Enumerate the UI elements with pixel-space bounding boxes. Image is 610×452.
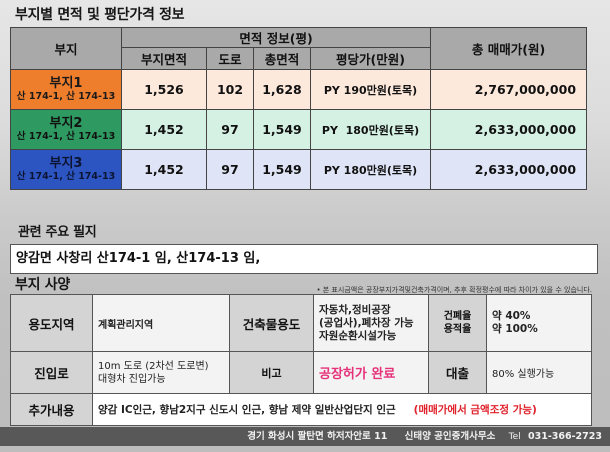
spec-table: 용도지역 계획관리지역 건축물용도 자동차,정비공장 (공업사),폐차장 가능 …	[10, 294, 592, 426]
table-row: 부지3 산 174-1, 산 174-13 1,452 97 1,549 PY …	[10, 149, 588, 190]
price-footnote: • 본 표시금액은 공장부지가격및건축가격이며, 추후 확정평수에 따라 차이가…	[316, 286, 592, 294]
floor-area-ratio-value: 약 100%	[492, 323, 538, 335]
site-area-value: 1,526	[121, 69, 207, 110]
related-parcels-value: 양감면 사창리 산174-1 임, 산174-13 임,	[10, 244, 598, 274]
related-parcels-title: 관련 주요 필지	[18, 225, 97, 240]
parcel-cell: 부지1 산 174-1, 산 174-13	[10, 69, 122, 110]
total-area-value: 1,628	[253, 69, 311, 110]
area-price-table: 부지 면적 정보(평) 총 매매가(원) 부지면적 도로 총면적 평당가(만원)…	[10, 27, 588, 190]
parcel-name: 부지3	[49, 156, 83, 171]
remarks-label: 비고	[229, 351, 314, 394]
parcel-name: 부지2	[49, 116, 83, 131]
road-value: 102	[206, 69, 254, 110]
area-section-title: 부지별 면적 및 평단가격 정보	[15, 7, 185, 23]
road-value: 97	[206, 109, 254, 150]
header-price-per-pyeong: 평당가(만원)	[309, 47, 432, 70]
header-total-price: 총 매매가(원)	[430, 27, 588, 70]
total-area-value: 1,549	[253, 149, 311, 190]
footer-tel-label: Tel	[508, 432, 521, 442]
spec-row: 용도지역 계획관리지역 건축물용도 자동차,정비공장 (공업사),폐차장 가능 …	[10, 294, 592, 352]
parcel-lots: 산 174-1, 산 174-13	[16, 91, 116, 102]
access-road-label: 진입로	[10, 351, 93, 394]
loan-value: 80% 실행가능	[486, 351, 592, 394]
table-row: 부지2 산 174-1, 산 174-13 1,452 97 1,549 PY …	[10, 109, 588, 150]
access-road-value: 10m 도로 (2차선 도로변) 대형차 진입가능	[92, 351, 230, 394]
loan-label: 대출	[428, 351, 487, 394]
total-area-value: 1,549	[253, 109, 311, 150]
price-per-pyeong-value: PY 190만원(토목)	[309, 69, 432, 110]
building-use-value: 자동차,정비공장 (공업사),폐차장 가능 자원순환시설가능	[313, 294, 429, 352]
spec-section-title: 부지 사양	[15, 277, 70, 293]
footer-tel: 031-366-2723	[528, 431, 602, 442]
header-site-area: 부지면적	[121, 47, 207, 70]
access-road-line: 대형차 진입가능	[98, 373, 166, 385]
total-price-value: 2,633,000,000	[430, 109, 588, 150]
access-road-line: 10m 도로 (2차선 도로변)	[98, 360, 209, 372]
header-total-area: 총면적	[253, 47, 311, 70]
footer-address: 경기 화성시 팔탄면 하저자안로 11	[247, 431, 388, 442]
ratio-labels: 건폐율 용적율	[428, 294, 487, 352]
building-use-label: 건축물용도	[229, 294, 314, 352]
table-row: 부지1 산 174-1, 산 174-13 1,526 102 1,628 PY…	[10, 69, 588, 110]
parcel-lots: 산 174-1, 산 174-13	[16, 171, 116, 182]
building-use-line: (공업사),폐차장 가능	[319, 316, 414, 329]
price-per-pyeong-value: PY 180만원(토목)	[309, 149, 432, 190]
zoning-value: 계획관리지역	[92, 294, 230, 352]
header-road: 도로	[206, 47, 254, 70]
remarks-value: 공장허가 완료	[313, 351, 429, 394]
header-area-info: 면적 정보(평)	[120, 27, 432, 48]
extra-info-value: 양감 IC인근, 향남2지구 신도시 인근, 향남 제약 일반산업단지 인근	[98, 404, 396, 416]
parcel-lots: 산 174-1, 산 174-13	[16, 131, 116, 142]
total-price-value: 2,633,000,000	[430, 149, 588, 190]
price-per-pyeong-value: PY 180만원(토목)	[309, 109, 432, 150]
coverage-ratio-value: 약 40%	[492, 310, 531, 322]
price-adjust-note: (매매가에서 금액조정 가능)	[413, 404, 537, 416]
extra-info-label: 추가내용	[10, 393, 93, 426]
building-use-line: 자원순환시설가능	[319, 329, 397, 342]
road-value: 97	[206, 149, 254, 190]
parcel-cell: 부지3 산 174-1, 산 174-13	[10, 149, 122, 190]
spec-row: 진입로 10m 도로 (2차선 도로변) 대형차 진입가능 비고 공장허가 완료…	[10, 351, 592, 394]
parcel-name: 부지1	[49, 76, 83, 91]
header-parcel: 부지	[10, 27, 122, 70]
total-price-value: 2,767,000,000	[430, 69, 588, 110]
site-area-value: 1,452	[121, 109, 207, 150]
ratio-values: 약 40% 약 100%	[486, 294, 592, 352]
floor-area-ratio-label: 용적율	[443, 324, 472, 335]
parcel-cell: 부지2 산 174-1, 산 174-13	[10, 109, 122, 150]
footer-bar: 경기 화성시 팔탄면 하저자안로 11 신태양 공인중개사무소 Tel 031-…	[0, 427, 610, 446]
coverage-ratio-label: 건폐율	[443, 311, 472, 322]
extra-info-cell: 양감 IC인근, 향남2지구 신도시 인근, 향남 제약 일반산업단지 인근 (매…	[92, 393, 592, 426]
footer-agency: 신태양 공인중개사무소	[404, 431, 496, 442]
site-area-value: 1,452	[121, 149, 207, 190]
zoning-label: 용도지역	[10, 294, 93, 352]
building-use-line: 자동차,정비공장	[319, 303, 391, 316]
spec-row: 추가내용 양감 IC인근, 향남2지구 신도시 인근, 향남 제약 일반산업단지…	[10, 393, 592, 426]
